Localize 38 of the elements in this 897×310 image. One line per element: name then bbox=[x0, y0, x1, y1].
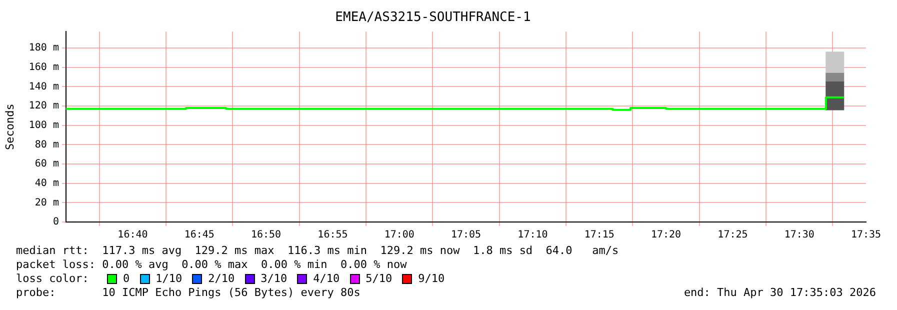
y-axis-title: Seconds bbox=[3, 104, 16, 150]
x-tick-label: 17:35 bbox=[850, 230, 882, 241]
y-tick-label: 0 bbox=[52, 216, 59, 228]
bar bbox=[826, 72, 844, 82]
x-tick-label: 17:30 bbox=[784, 230, 814, 241]
text: 3/10 bbox=[260, 272, 288, 286]
text: 2/10 bbox=[207, 272, 235, 286]
text: 5/10 bbox=[364, 272, 392, 286]
y-tick-label: 60 m bbox=[34, 158, 59, 170]
y-tick-label: 120 m bbox=[28, 100, 59, 112]
y-tick-label: 20 m bbox=[34, 197, 59, 208]
text: loss color: bbox=[16, 272, 90, 286]
x-tick-label: 17:00 bbox=[384, 230, 414, 241]
y-tick-label: 40 m bbox=[34, 178, 59, 189]
text: median rtt: 117.3 ms avg 129.2 ms max 116.3 ms min 129.2 ms now 1.8 ms sd 64.0 am/s bbox=[16, 244, 620, 258]
y-tick-label: 100 m bbox=[28, 120, 59, 131]
y-tick-label: 180 m bbox=[28, 42, 59, 54]
text: probe: 10 ICMP Echo Pings (56 Bytes) every 80s bbox=[16, 286, 360, 300]
y-tick-label: 160 m bbox=[28, 62, 59, 73]
x-tick-label: 17:05 bbox=[450, 230, 482, 241]
text: 0 bbox=[122, 272, 130, 286]
bar bbox=[826, 52, 844, 74]
x-tick-label: 17:10 bbox=[518, 230, 548, 241]
x-tick-label: 16:45 bbox=[184, 230, 214, 241]
x-tick-label: 16:50 bbox=[250, 230, 282, 241]
text: 9/10 bbox=[417, 272, 445, 286]
x-tick-label: 17:20 bbox=[650, 230, 682, 241]
text: end: Thu Apr 30 17:35:03 2026 bbox=[684, 286, 876, 300]
y-tick-label: 140 m bbox=[28, 81, 59, 92]
x-tick-label: 17:25 bbox=[718, 230, 748, 241]
text: 1/10 bbox=[154, 272, 182, 286]
x-tick-label: 16:40 bbox=[118, 230, 148, 241]
x-tick-label: 17:15 bbox=[584, 230, 614, 241]
x-tick-label: 16:55 bbox=[318, 230, 348, 241]
y-tick-label: 80 m bbox=[34, 139, 59, 150]
text: packet loss: 0.00 % avg 0.00 % max 0.00 % min 0.00 % now bbox=[16, 258, 408, 272]
text: 4/10 bbox=[312, 272, 340, 286]
chart-title: EMEA/AS3215-SOUTHFRANCE-1 bbox=[335, 10, 531, 26]
